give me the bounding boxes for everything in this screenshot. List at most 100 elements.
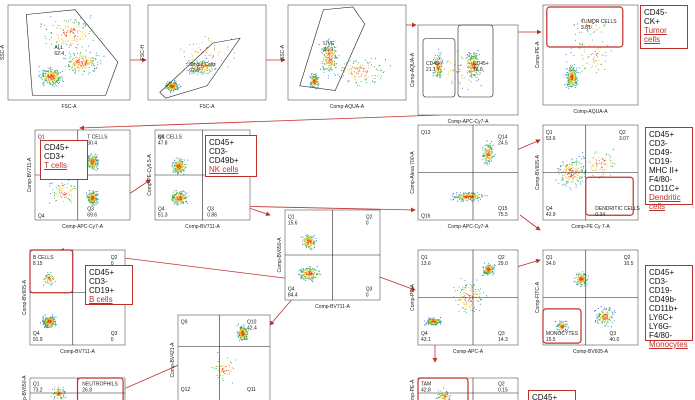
event-dot xyxy=(45,317,47,319)
event-dot xyxy=(305,280,307,281)
event-dot xyxy=(90,163,92,165)
event-dot xyxy=(462,288,464,290)
plot-panel: CD45-21.1CD45+78.6Comp-APC-Cy7-AComp-AQU… xyxy=(410,24,519,125)
event-dot xyxy=(563,168,565,170)
event-dot xyxy=(309,276,311,278)
event-dot xyxy=(52,316,53,318)
event-dot xyxy=(379,77,381,79)
event-dot xyxy=(568,76,570,78)
event-dot xyxy=(51,322,53,324)
event-dot xyxy=(576,177,578,179)
event-dot xyxy=(46,72,48,74)
event-dot xyxy=(584,170,586,172)
event-dot xyxy=(565,74,567,76)
event-dot xyxy=(70,43,72,45)
event-dot xyxy=(50,321,52,323)
event-dot xyxy=(48,75,50,77)
event-dot xyxy=(56,27,58,29)
event-dot xyxy=(170,86,172,88)
event-dot xyxy=(93,70,95,72)
event-dot xyxy=(566,167,568,169)
event-dot xyxy=(55,193,57,195)
event-dot xyxy=(473,62,475,64)
event-dot xyxy=(570,81,572,83)
x-axis-label: Comp-APC-Cy7-A xyxy=(448,119,490,125)
event-dot xyxy=(470,81,472,83)
event-dot xyxy=(605,55,607,57)
event-dot xyxy=(430,322,432,324)
event-dot xyxy=(341,70,343,71)
event-dot xyxy=(57,79,59,81)
event-dot xyxy=(53,73,55,75)
event-dot xyxy=(479,72,481,74)
event-dot xyxy=(174,163,176,165)
event-dot xyxy=(603,54,604,56)
event-dot xyxy=(189,72,191,74)
event-dot xyxy=(435,324,437,326)
event-dot xyxy=(178,167,180,168)
event-dot xyxy=(182,165,183,167)
event-dot xyxy=(437,72,439,74)
event-dot xyxy=(92,202,94,204)
event-dot xyxy=(574,78,575,79)
event-dot xyxy=(49,323,51,325)
event-dot xyxy=(462,77,464,79)
event-dot xyxy=(182,190,184,192)
event-dot xyxy=(355,76,357,78)
event-dot xyxy=(69,66,71,67)
event-dot xyxy=(91,62,93,64)
event-dot xyxy=(473,69,475,71)
event-dot xyxy=(75,60,77,62)
event-dot xyxy=(440,65,442,67)
event-dot xyxy=(177,192,179,194)
event-dot xyxy=(473,73,475,75)
event-dot xyxy=(214,44,216,46)
gate-name: Q14 xyxy=(498,135,508,141)
event-dot xyxy=(580,178,582,179)
event-dot xyxy=(475,70,477,72)
event-dot xyxy=(304,273,306,275)
event-dot xyxy=(489,269,491,271)
event-dot xyxy=(50,319,52,321)
event-dot xyxy=(310,82,312,84)
event-dot xyxy=(328,39,329,41)
event-dot xyxy=(484,147,486,149)
event-dot xyxy=(47,75,49,76)
event-dot xyxy=(438,67,440,69)
event-dot xyxy=(178,193,180,195)
event-dot xyxy=(66,44,68,46)
event-dot xyxy=(179,170,181,172)
event-dot xyxy=(577,72,579,74)
event-dot xyxy=(300,271,302,273)
event-dot xyxy=(485,160,487,162)
event-dot xyxy=(436,320,438,322)
event-dot xyxy=(182,201,184,203)
event-dot xyxy=(181,199,183,201)
event-dot xyxy=(327,77,329,79)
event-dot xyxy=(491,271,493,272)
event-dot xyxy=(42,70,44,72)
event-dot xyxy=(40,26,42,28)
event-dot xyxy=(193,67,195,69)
event-dot xyxy=(93,163,95,165)
event-dot xyxy=(56,74,58,76)
event-dot xyxy=(178,199,180,200)
event-dot xyxy=(68,52,70,54)
event-dot xyxy=(329,58,331,60)
event-dot xyxy=(486,157,488,159)
gate xyxy=(29,249,74,294)
event-dot xyxy=(310,272,312,273)
event-dot xyxy=(570,86,572,88)
event-dot xyxy=(175,169,177,170)
event-dot xyxy=(80,17,81,19)
event-dot xyxy=(488,268,490,270)
event-dot xyxy=(468,67,470,69)
event-dot xyxy=(99,60,101,61)
event-dot xyxy=(231,38,232,40)
event-dot xyxy=(176,190,178,192)
event-dot xyxy=(50,323,52,325)
event-dot xyxy=(175,85,177,86)
event-dot xyxy=(53,322,55,324)
event-dot xyxy=(603,161,605,163)
event-dot xyxy=(571,78,573,80)
